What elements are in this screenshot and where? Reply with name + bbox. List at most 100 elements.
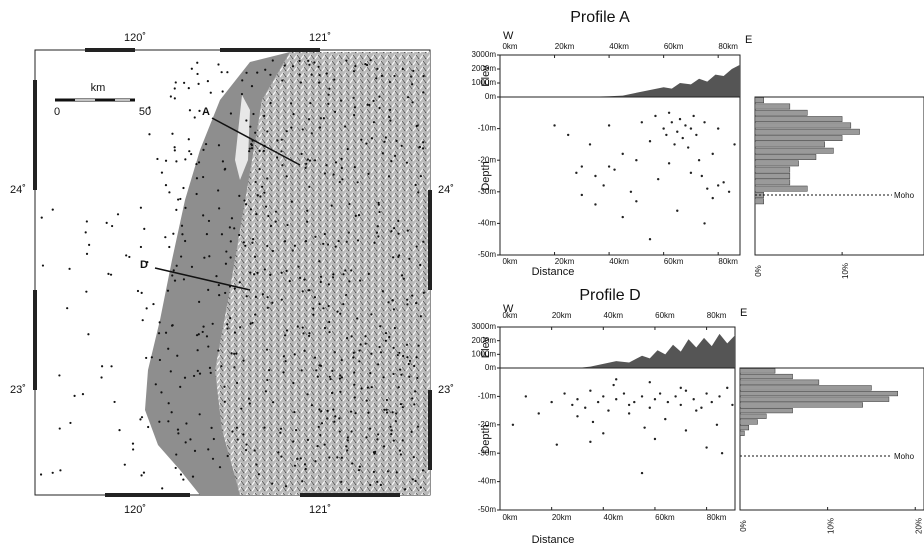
quake-dot — [158, 420, 161, 423]
quake-dot — [370, 137, 374, 140]
quake-dot — [331, 369, 334, 372]
quake-dot — [240, 407, 243, 410]
quake-dot — [303, 463, 307, 466]
quake-dot — [170, 324, 174, 327]
quake-dot — [336, 456, 339, 459]
quake-dot — [318, 126, 322, 129]
y-tick-label: -10m — [478, 392, 497, 401]
quake-dot — [382, 376, 385, 379]
quake-dot — [358, 360, 361, 363]
quake-dot — [248, 147, 251, 150]
quake-dot — [369, 59, 372, 62]
quake-dot — [367, 411, 370, 414]
x-tick-label: 20km — [552, 311, 572, 320]
quake-dot — [265, 348, 269, 351]
hypocenter — [524, 395, 528, 398]
quake-dot — [365, 63, 369, 67]
quake-dot — [368, 427, 372, 430]
quake-dot — [51, 208, 54, 211]
hypocenter — [627, 403, 631, 407]
quake-dot — [261, 185, 264, 188]
hypocenter — [692, 398, 695, 401]
quake-dot — [352, 70, 356, 73]
quake-dot — [177, 198, 180, 201]
quake-dot — [269, 273, 272, 276]
quake-dot — [197, 333, 200, 336]
hypocenter — [550, 400, 553, 404]
hypocenter — [689, 171, 693, 175]
quake-dot — [415, 245, 418, 248]
y-tick-label: 2000m — [472, 64, 497, 73]
quake-dot — [190, 67, 193, 70]
quake-dot — [281, 79, 284, 82]
quake-dot — [139, 245, 143, 249]
quake-dot — [357, 214, 361, 217]
quake-dot — [293, 353, 296, 356]
quake-dot — [282, 371, 285, 374]
y-tick-label: 3000m — [472, 50, 497, 59]
quake-dot — [242, 241, 245, 244]
quake-dot — [257, 473, 260, 476]
profile-label: A — [202, 106, 210, 118]
x-tick-label: 60km — [664, 257, 684, 266]
quake-dot — [340, 456, 343, 459]
quake-dot — [397, 219, 400, 222]
x-tick-label: 20km — [555, 42, 575, 51]
quake-dot — [422, 74, 425, 78]
map: km 0 50 A D 120˚ 121˚ 120˚ 121˚ 24˚ 23˚ … — [10, 32, 454, 516]
quake-dot — [397, 232, 400, 235]
quake-dot — [73, 394, 76, 397]
y-axis-label: Elev — [480, 65, 492, 87]
quake-dot — [393, 154, 397, 157]
quake-dot — [328, 87, 331, 90]
quake-dot — [406, 96, 410, 99]
quake-dot — [356, 181, 359, 184]
quake-dot — [156, 157, 159, 161]
depth-bar — [739, 419, 758, 425]
quake-dot — [66, 307, 69, 310]
quake-dot — [328, 375, 331, 378]
quake-dot — [358, 349, 361, 352]
quake-dot — [275, 156, 279, 159]
x-tick-label: 80km — [707, 513, 727, 522]
quake-dot — [235, 381, 239, 385]
quake-dot — [312, 307, 315, 310]
quake-dot — [196, 72, 199, 76]
quake-dot — [414, 183, 417, 187]
quake-dot — [376, 480, 379, 483]
quake-dot — [381, 152, 384, 155]
quake-dot — [340, 157, 343, 160]
quake-dot — [171, 274, 174, 277]
quake-dot — [337, 239, 340, 243]
quake-dot — [176, 428, 180, 431]
hypocenter — [580, 165, 584, 168]
quake-dot — [323, 172, 327, 175]
quake-dot — [317, 425, 320, 429]
quake-dot — [263, 114, 266, 117]
quake-dot — [123, 463, 126, 466]
quake-dot — [140, 474, 143, 477]
quake-dot — [366, 103, 369, 106]
quake-dot — [421, 469, 425, 472]
quake-dot — [344, 269, 347, 272]
frame-bars — [33, 48, 432, 497]
quake-dot — [167, 420, 170, 423]
quake-dot — [316, 444, 319, 448]
quake-dot — [292, 113, 295, 116]
quake-dot — [173, 87, 176, 90]
quake-dot — [383, 140, 386, 143]
depth-bar — [754, 179, 791, 186]
chart-title: Profile D — [579, 287, 640, 304]
quake-dot — [381, 290, 384, 293]
y-tick-label: 2000m — [472, 336, 497, 345]
x-tick-label: 20% — [914, 518, 923, 534]
quake-dot — [174, 81, 177, 84]
quake-dot — [384, 339, 388, 342]
hypocenter — [640, 121, 644, 124]
quake-dot — [338, 180, 341, 184]
quake-dot — [333, 351, 336, 354]
quake-dot — [347, 488, 351, 492]
quake-dot — [322, 307, 325, 310]
depth-bar — [739, 408, 793, 414]
quake-dot — [317, 81, 321, 84]
